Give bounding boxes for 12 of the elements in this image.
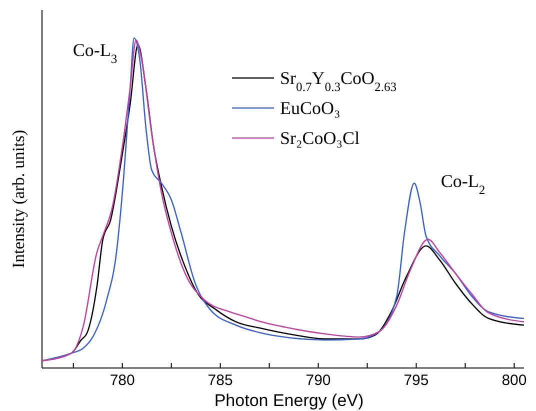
- y-axis-title: Intensity (arb. units): [9, 130, 28, 268]
- x-tick-label: 785: [208, 372, 233, 389]
- annotation: Co-L$_{3}$: [72, 40, 118, 66]
- legend-label: EuCoO₃: [280, 98, 340, 118]
- legend-label: Sr₂CoO₃Cl: [280, 128, 360, 148]
- annotation: Co-L$_{2}$: [440, 171, 486, 197]
- legend-label: Sr$_{0.7}$Y$_{0.3}$CoO$_{2.63}$: [280, 68, 397, 94]
- x-tick-label: 790: [306, 372, 331, 389]
- x-axis-title: Photon Energy (eV): [214, 391, 364, 410]
- x-tick-label: 800: [502, 372, 527, 389]
- x-tick-label: 780: [110, 372, 135, 389]
- x-tick-label: 795: [404, 372, 429, 389]
